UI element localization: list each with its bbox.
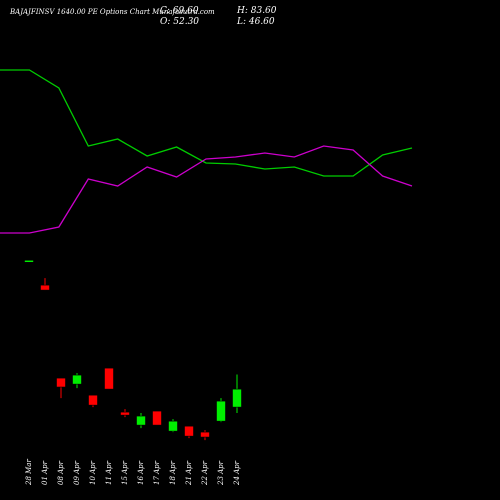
candle-body xyxy=(200,431,210,438)
x-tick-label: 01 Apr xyxy=(41,460,49,485)
candle-body xyxy=(72,374,82,385)
x-tick-label: 21 Apr xyxy=(185,460,193,486)
x-tick-label: 23 Apr xyxy=(217,460,225,486)
stat-high: H: 83.60 xyxy=(236,6,277,16)
candle-body xyxy=(168,420,178,432)
x-tick-label: 28 Mar xyxy=(25,459,33,486)
stat-open: O: 52.30 xyxy=(160,17,199,27)
candle-body xyxy=(216,400,226,422)
stat-low: L: 46.60 xyxy=(236,17,275,27)
x-tick-label: 24 Apr xyxy=(233,460,241,486)
candle-body xyxy=(136,415,146,426)
candle-body xyxy=(40,284,50,291)
stat-close: C: 69.60 xyxy=(160,6,199,16)
indicator-line xyxy=(0,145,413,234)
candle-body xyxy=(184,425,194,437)
candle-body xyxy=(24,259,34,263)
x-tick-label: 10 Apr xyxy=(89,460,97,485)
x-tick-label: 11 Apr xyxy=(105,460,113,485)
candle-body xyxy=(56,377,66,388)
candle-body xyxy=(120,411,130,416)
x-tick-label: 08 Apr xyxy=(57,460,65,485)
candle-body xyxy=(152,410,162,426)
candle-body xyxy=(88,394,98,406)
x-tick-label: 16 Apr xyxy=(137,460,145,485)
candle-body xyxy=(104,367,114,390)
indicator-line xyxy=(0,69,413,177)
x-tick-label: 18 Apr xyxy=(169,460,177,485)
x-tick-label: 22 Apr xyxy=(201,460,209,486)
x-tick-label: 09 Apr xyxy=(73,460,81,485)
candle-body xyxy=(232,388,242,408)
x-tick-label: 17 Apr xyxy=(153,460,161,485)
chart-title: BAJAJFINSV 1640.00 PE Options Chart Muna… xyxy=(9,8,215,16)
x-tick-label: 15 Apr xyxy=(121,460,129,485)
